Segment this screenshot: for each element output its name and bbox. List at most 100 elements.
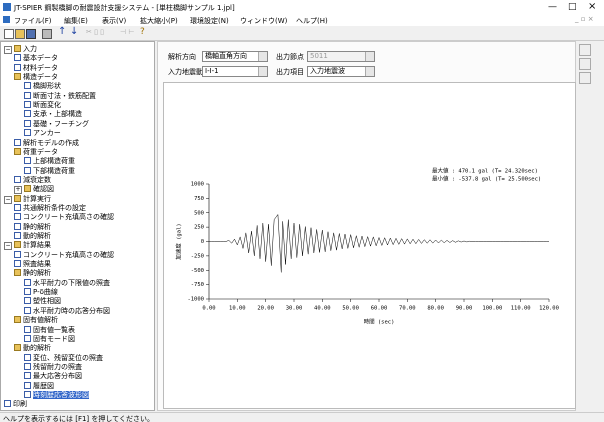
tree-label[interactable]: 時刻歴応答波形図 <box>33 390 89 399</box>
minimize[interactable]: — <box>548 2 557 12</box>
tree-label[interactable]: 静的解析 <box>23 222 51 231</box>
tool-help[interactable]: ? <box>140 27 145 37</box>
tree-label[interactable]: 塑性相図 <box>33 297 61 306</box>
tree-label[interactable]: 履歴図 <box>33 381 54 390</box>
tree-row[interactable]: − 計算実行 <box>4 194 51 204</box>
tree-label[interactable]: 橋脚形状 <box>33 82 61 91</box>
tree-label[interactable]: 入力 <box>23 45 37 53</box>
tree-label[interactable]: 基本データ <box>23 54 58 63</box>
tree-row[interactable]: 水平耐力の下限値の照査 <box>24 278 110 288</box>
tree-label[interactable]: 下部構造荷重 <box>33 166 75 175</box>
tree-label[interactable]: 残留耐力の照査 <box>33 362 82 371</box>
tree-row[interactable]: 材料データ <box>14 63 58 73</box>
expander[interactable]: + <box>14 186 22 195</box>
tree-row[interactable]: 塑性相図 <box>24 297 61 306</box>
side-button[interactable] <box>579 44 591 56</box>
tree-label[interactable]: 水平耐力の下限値の照査 <box>33 278 110 287</box>
direction-select[interactable]: 橋軸直角方向 <box>202 51 268 62</box>
tree-row[interactable]: 印刷 <box>4 400 27 409</box>
tree-label[interactable]: 確認図 <box>33 185 54 194</box>
tree-label[interactable]: 共通解析条件の設定 <box>23 203 86 212</box>
tree-row[interactable]: 支承・上部構造 <box>24 110 82 119</box>
tree-label[interactable]: 上部構造荷重 <box>33 157 75 166</box>
tool-new[interactable] <box>4 29 14 39</box>
expander[interactable]: − <box>4 46 12 54</box>
menu-item[interactable]: 編集(E) <box>64 17 88 25</box>
tree-row[interactable]: 時刻歴応答波形図 <box>24 390 89 400</box>
menu-item[interactable]: 拡大縮小(P) <box>140 17 178 25</box>
tree-row[interactable]: コンクリート充填高さの確認 <box>14 213 114 222</box>
tree-row[interactable]: 最大応答分布図 <box>24 372 82 381</box>
menu-item[interactable]: 環境設定(N) <box>190 17 229 25</box>
tree-row[interactable]: 断面寸法・鉄筋配置 <box>24 91 96 101</box>
tool-save[interactable] <box>26 29 36 39</box>
tree-label[interactable]: 固有値解析 <box>23 316 58 325</box>
tree-label[interactable]: 照査結果 <box>23 260 51 269</box>
menu-item[interactable]: ウィンドウ(W) <box>240 17 288 25</box>
tree-row[interactable]: 基本データ <box>14 54 58 63</box>
tree-label[interactable]: 断面寸法・鉄筋配置 <box>33 91 96 100</box>
tree-row[interactable]: 基礎・フーチング <box>24 119 89 129</box>
tree-row[interactable]: − 入力 <box>4 45 37 54</box>
tree-row[interactable]: 動的解析 <box>14 344 51 353</box>
tree-label[interactable]: 動的解析 <box>23 232 51 240</box>
tree-row[interactable]: − 計算結果 <box>4 241 51 251</box>
tree-label[interactable]: 減衰定数 <box>23 175 51 184</box>
tree-row[interactable]: 残留耐力の照査 <box>24 362 82 372</box>
tree-label[interactable]: 荷重データ <box>23 147 58 156</box>
tree-label[interactable]: 印刷 <box>13 400 27 409</box>
tree-label[interactable]: 変位、残留変位の照査 <box>33 353 103 362</box>
tree-row[interactable]: 履歴図 <box>24 381 54 391</box>
tree-row[interactable]: 静的解析 <box>14 269 51 278</box>
tree-label[interactable]: コンクリート充填高さの確認 <box>23 213 114 222</box>
wave-select[interactable]: I-I-1 <box>202 66 268 77</box>
tree-row[interactable]: P-δ曲線 <box>24 288 58 297</box>
tree-label[interactable]: 支承・上部構造 <box>33 110 82 119</box>
menu-item[interactable]: ファイル(F) <box>14 17 52 25</box>
tree-label[interactable]: 最大応答分布図 <box>33 372 82 381</box>
tree-row[interactable]: 荷重データ <box>14 147 58 157</box>
tree-label[interactable]: 計算結果 <box>23 241 51 250</box>
tree-label[interactable]: 基礎・フーチング <box>33 119 89 128</box>
tree-row[interactable]: 固有値解析 <box>14 316 58 325</box>
tool-open[interactable] <box>15 29 25 39</box>
side-button[interactable] <box>579 58 591 70</box>
tree-label[interactable]: 動的解析 <box>23 344 51 353</box>
tree-label[interactable]: 断面変化 <box>33 101 61 110</box>
menu-item[interactable]: 表示(V) <box>102 17 127 25</box>
maximize[interactable]: □ <box>568 2 577 12</box>
tree-row[interactable]: 静的解析 <box>14 222 51 232</box>
tree-label[interactable]: 構造データ <box>23 73 58 82</box>
tree-row[interactable]: 減衰定数 <box>14 175 51 185</box>
expander[interactable]: − <box>4 195 12 204</box>
item-select[interactable]: 入力地震波 <box>307 66 375 77</box>
tree-row[interactable]: アンカー <box>24 129 61 138</box>
tree-row[interactable]: 共通解析条件の設定 <box>14 203 86 213</box>
tree-label[interactable]: 固有値一覧表 <box>33 325 75 334</box>
menu-item[interactable]: ヘルプ(H) <box>296 17 328 25</box>
tree-row[interactable]: 断面変化 <box>24 101 61 110</box>
tree-row[interactable]: 照査結果 <box>14 260 51 269</box>
tree-row[interactable]: 固有モード図 <box>24 334 75 344</box>
tree-row[interactable]: 解析モデルの作成 <box>14 138 79 148</box>
tree-label[interactable]: P-δ曲線 <box>33 288 58 297</box>
tree-row[interactable]: 変位、残留変位の照査 <box>24 353 103 363</box>
tree-row[interactable]: 固有値一覧表 <box>24 325 75 335</box>
tree-row[interactable]: 下部構造荷重 <box>24 166 75 176</box>
tree-label[interactable]: 静的解析 <box>23 269 51 278</box>
tree-label[interactable]: 水平耐力時の応答分布図 <box>33 306 110 315</box>
tree-row[interactable]: + 確認図 <box>14 185 54 195</box>
tree-label[interactable]: 固有モード図 <box>33 334 75 343</box>
tree-label[interactable]: 解析モデルの作成 <box>23 138 79 147</box>
tree-row[interactable]: 上部構造荷重 <box>24 157 75 166</box>
tree-row[interactable]: 水平耐力時の応答分布図 <box>24 306 110 316</box>
tree-label[interactable]: 計算実行 <box>23 194 51 203</box>
tree-label[interactable]: 材料データ <box>23 63 58 72</box>
tree-row[interactable]: 動的解析 <box>14 232 51 241</box>
tree-row[interactable]: 橋脚形状 <box>24 82 61 91</box>
expander[interactable]: − <box>4 242 12 251</box>
close[interactable]: × <box>588 1 597 12</box>
tool-print[interactable] <box>42 29 52 39</box>
tree-label[interactable]: コンクリート充填高さの確認 <box>23 250 114 259</box>
tree-row[interactable]: 構造データ <box>14 73 58 82</box>
